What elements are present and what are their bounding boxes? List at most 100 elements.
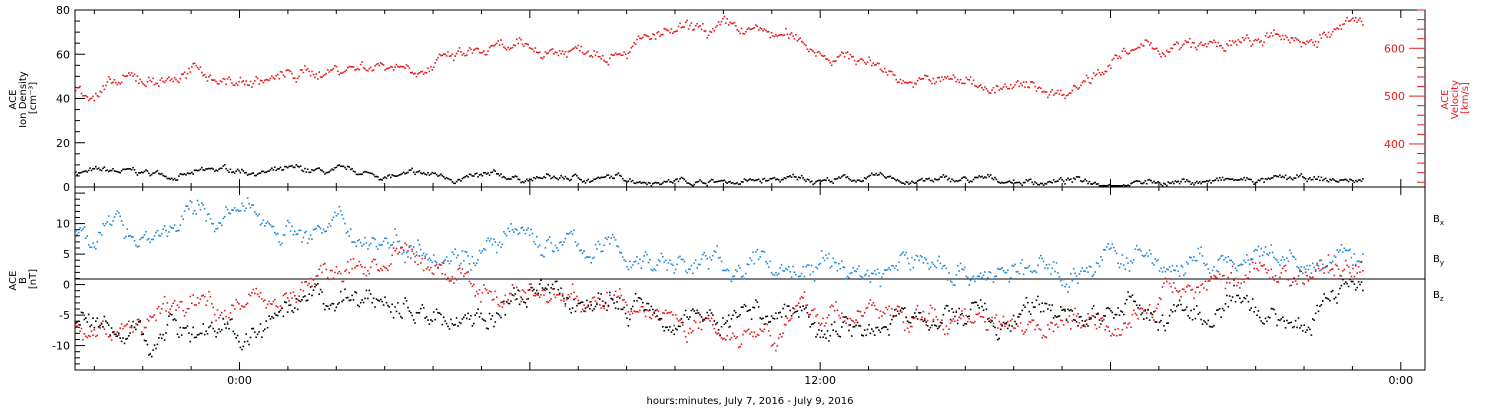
velocity-series-point	[1133, 49, 1135, 51]
velocity-series-point	[1035, 90, 1038, 92]
velocity-series-point	[739, 32, 741, 35]
density-series-point	[321, 169, 323, 172]
bx-series-point	[965, 323, 968, 325]
by-series-point	[87, 244, 90, 246]
bz-series-point	[146, 318, 149, 321]
bx-series-point	[1244, 297, 1247, 300]
bx-series-point	[982, 309, 985, 311]
velocity-series-point	[896, 81, 899, 84]
bz-series-point	[627, 311, 630, 313]
bz-series-point	[1044, 336, 1046, 338]
velocity-series-point	[87, 99, 90, 102]
by-series-point	[1045, 264, 1048, 266]
bx-series-point	[786, 305, 789, 307]
bx-series-point	[1350, 280, 1353, 283]
velocity-series	[75, 15, 1364, 102]
bz-series-point	[1231, 265, 1234, 268]
density-series-point	[408, 169, 411, 171]
bz-series-point	[1257, 269, 1260, 272]
bx-series-point	[1302, 330, 1304, 332]
bz-series-point	[584, 310, 587, 313]
density-series-point	[1150, 179, 1152, 182]
bx-series-point	[732, 314, 734, 316]
bz-series-point	[838, 314, 840, 317]
density-series-point	[99, 169, 101, 171]
bz-series-point	[444, 273, 446, 276]
bz-series-point	[1239, 287, 1241, 289]
by-series-point	[80, 229, 83, 232]
density-series-point	[873, 174, 876, 176]
bz-series-point	[1180, 295, 1182, 298]
density-series-point	[676, 178, 678, 180]
bx-series-point	[478, 316, 481, 318]
velocity-series-point	[652, 33, 654, 35]
bz-series-point	[1138, 308, 1141, 310]
velocity-series-point	[584, 52, 587, 55]
by-series-point	[292, 233, 295, 236]
bz-series-point	[533, 294, 535, 297]
density-series-point	[611, 177, 614, 180]
velocity-series-point	[868, 56, 870, 59]
bz-series-point	[871, 304, 873, 306]
by-series-point	[1230, 259, 1232, 262]
by-series-point	[495, 251, 498, 254]
by-series-point	[1174, 269, 1177, 272]
bz-series-point	[179, 301, 182, 303]
by-series-point	[1221, 254, 1224, 257]
bx-series-point	[317, 282, 319, 285]
velocity-series-point	[1081, 81, 1084, 84]
bz-series-point	[1333, 274, 1336, 277]
by-series-point	[317, 225, 319, 227]
velocity-series-point	[216, 82, 219, 85]
by-series-point	[1309, 264, 1311, 267]
density-series-point	[1048, 180, 1051, 183]
bx-series-point	[1135, 304, 1138, 307]
density-series-point	[493, 169, 495, 171]
by-series-point	[905, 251, 907, 254]
bz-series-point	[835, 301, 837, 303]
velocity-series-point	[128, 72, 130, 74]
bx-series-point	[1276, 324, 1278, 327]
by-series-point	[876, 268, 879, 271]
by-series-point	[471, 255, 474, 258]
by-series-point	[1118, 266, 1121, 269]
bz-series-point	[485, 289, 488, 291]
density-series-point	[866, 176, 869, 178]
bx-series-point	[586, 299, 588, 302]
bx-series-point	[315, 284, 318, 286]
bz-series-point	[982, 316, 985, 318]
bz-series-point	[1300, 270, 1303, 273]
density-series-point	[606, 174, 608, 176]
velocity-series-point	[461, 54, 464, 56]
velocity-series-point	[673, 31, 675, 33]
bz-series-point	[113, 331, 116, 333]
density-series-point	[1221, 176, 1224, 179]
density-series-point	[264, 171, 266, 174]
bx-series-point	[928, 329, 930, 331]
by-series-point	[291, 225, 293, 228]
density-series-point	[428, 174, 431, 176]
bz-series-point	[1200, 284, 1202, 286]
by-series-point	[302, 236, 305, 239]
bz-series-point	[1227, 276, 1230, 279]
by-series-point	[999, 268, 1002, 270]
velocity-series-point	[513, 44, 515, 46]
bz-series-point	[1155, 307, 1158, 310]
by-series-point	[1319, 269, 1321, 272]
velocity-series-point	[347, 66, 349, 69]
bx-series-point	[1101, 320, 1104, 322]
bz-series-point	[792, 312, 794, 315]
bz-series-point	[1037, 324, 1039, 326]
bz-series-point	[975, 313, 978, 316]
density-series-point	[654, 181, 657, 184]
by-series-point	[369, 242, 372, 245]
density-series-point	[823, 179, 826, 181]
bx-series-point	[1269, 316, 1271, 319]
bz-series-point	[636, 310, 638, 313]
density-series-point	[849, 179, 852, 181]
velocity-series-point	[82, 95, 84, 97]
bx-series-point	[822, 336, 824, 338]
bz-series-point	[289, 292, 292, 294]
velocity-series-point	[879, 68, 882, 71]
density-series-point	[666, 180, 668, 183]
